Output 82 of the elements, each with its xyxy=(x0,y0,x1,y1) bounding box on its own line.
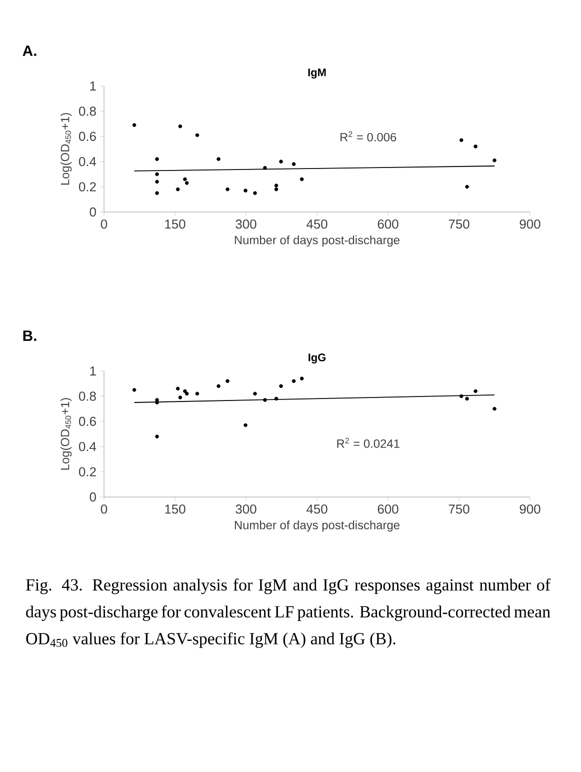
y-tick-label: 0.6 xyxy=(78,132,96,141)
point xyxy=(216,157,220,161)
point xyxy=(492,406,496,411)
y-tick-label: 0 xyxy=(90,207,96,217)
y-tick-label: 1 xyxy=(90,366,96,376)
y-tick-label: 0.8 xyxy=(78,106,96,116)
point xyxy=(226,187,230,192)
point xyxy=(132,123,136,127)
annotation: R$^{2}$ = 0.0241 xyxy=(337,438,400,448)
point xyxy=(492,158,496,162)
point xyxy=(263,166,267,170)
point xyxy=(465,396,469,401)
point xyxy=(244,188,248,192)
point xyxy=(465,184,469,189)
y-tick-label: 0.2 xyxy=(78,182,96,192)
annotation: R$^{2}$ = 0.006 xyxy=(340,131,396,142)
chart-subtitle: IgM xyxy=(308,68,326,78)
point xyxy=(155,400,159,404)
point xyxy=(292,379,296,383)
point xyxy=(292,162,296,166)
x-tick-label: 450 xyxy=(306,504,328,514)
point xyxy=(184,181,189,185)
y-tick-label: 0.8 xyxy=(78,392,96,401)
x-tick-label: 300 xyxy=(236,220,256,229)
y-tick-label: 0.4 xyxy=(78,157,96,166)
x-tick-label: 150 xyxy=(165,220,186,229)
point xyxy=(300,376,304,380)
x-tick-label: 600 xyxy=(378,220,398,229)
point xyxy=(216,384,220,388)
point xyxy=(274,187,278,192)
point xyxy=(474,389,478,394)
point xyxy=(226,379,230,383)
x-tick-label: 750 xyxy=(448,504,470,514)
point xyxy=(155,157,159,161)
point xyxy=(274,396,278,401)
point xyxy=(300,177,304,182)
chart-title: B. xyxy=(23,330,36,341)
point xyxy=(274,184,278,188)
point xyxy=(459,138,464,142)
point xyxy=(184,392,189,396)
point xyxy=(183,389,187,394)
y-tick-label: 0 xyxy=(90,492,96,502)
x-tick-label: 750 xyxy=(448,220,470,229)
point xyxy=(183,177,187,182)
chart-subtitle: IgG xyxy=(308,354,326,364)
x-axis-title: Number of days post-discharge xyxy=(234,236,400,247)
point xyxy=(195,133,200,138)
point xyxy=(155,180,159,184)
x-axis-title: Number of days post-discharge xyxy=(234,520,400,532)
y-tick-label: 0.6 xyxy=(78,416,96,426)
x-tick-label: 900 xyxy=(520,220,540,229)
y-tick-label: 0.4 xyxy=(78,442,96,452)
point xyxy=(178,396,182,400)
point xyxy=(176,187,180,192)
y-axis-title: Log(OD$_{450}$+1) xyxy=(60,113,72,185)
point xyxy=(176,386,180,391)
x-tick-label: 300 xyxy=(236,504,256,514)
point xyxy=(459,394,464,398)
point xyxy=(155,172,159,176)
point xyxy=(178,124,182,128)
x-tick-label: 150 xyxy=(165,504,186,514)
x-tick-label: 0 xyxy=(100,504,108,514)
point xyxy=(132,388,136,392)
x-tick-label: 900 xyxy=(520,504,540,514)
point xyxy=(195,392,200,396)
point xyxy=(263,398,267,402)
point xyxy=(279,160,283,164)
point xyxy=(474,144,478,148)
point xyxy=(155,191,159,195)
y-axis-title: Log(OD$_{450}$+1) xyxy=(60,398,72,470)
point xyxy=(253,392,257,396)
x-tick-label: 450 xyxy=(306,220,328,229)
point xyxy=(155,434,159,438)
point xyxy=(279,384,283,388)
point xyxy=(244,423,248,428)
y-tick-label: 1 xyxy=(90,82,96,90)
chart-title: A. xyxy=(22,46,36,56)
x-tick-label: 0 xyxy=(100,220,108,229)
y-tick-label: 0.2 xyxy=(78,467,96,476)
point xyxy=(253,191,257,195)
x-tick-label: 600 xyxy=(378,504,398,514)
caption: Fig. 43. Regression analysis for IgM and IgG responses against number of days post-discharge for convalescent LF patients. Background-corrected mean OD$_{450}$ values for LASV-specific IgM (A) and IgG (B). xyxy=(26,578,551,648)
